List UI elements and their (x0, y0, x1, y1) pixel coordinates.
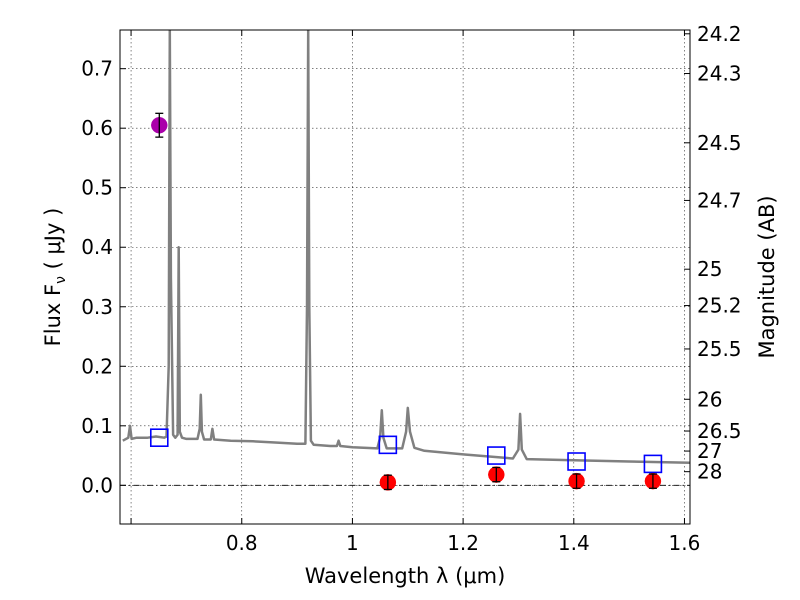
x-tick-label: 1 (346, 531, 359, 555)
x-tick-label: 1.4 (558, 531, 590, 555)
model-photometry-square (643, 454, 663, 474)
y-tick-label: 0.2 (81, 354, 113, 378)
y-tick-label: 0.3 (81, 295, 113, 319)
magnitude-tick-label: 27 (697, 439, 722, 463)
magnitude-tick-label: 26 (697, 387, 722, 411)
axis-tick-labels: 0.8 1 1.2 1.4 1.6 0.0 0.1 0.2 0.3 0.4 0.5 0.6 0.7 24.… (81, 22, 741, 555)
y-tick-label: 0.1 (81, 414, 113, 438)
y-axis-label-units: ( μJy ) (41, 208, 65, 276)
magnitude-tick-label: 25.5 (697, 337, 742, 361)
y-tick-label: 0.0 (81, 473, 113, 497)
model-photometry-square (487, 446, 506, 465)
y-axis-label-main: Flux F (41, 284, 65, 346)
y-tick-label: 0.4 (81, 235, 113, 259)
magnitude-tick-label: 24.2 (697, 22, 742, 46)
magnitude-tick-label: 25 (697, 257, 722, 281)
y-tick-label: 0.5 (81, 176, 113, 200)
plot-area (120, 30, 690, 524)
y-tick-label: 0.7 (81, 57, 113, 81)
model-photometry-square (149, 428, 169, 447)
y2-axis-label: Magnitude (AB) (755, 195, 779, 358)
magnitude-tick-label: 24.5 (697, 131, 742, 155)
magnitude-tick-label: 24.3 (697, 62, 742, 86)
model-photometry-square (378, 435, 398, 455)
magnitude-tick-label: 28 (697, 460, 722, 484)
y-axis-label: Flux Fν ( μJy ) (41, 208, 69, 347)
y-tick-label: 0.6 (81, 116, 113, 140)
data-series (122, 30, 690, 491)
axis-ticks (120, 30, 690, 524)
spectrum-line (122, 30, 690, 464)
x-tick-label: 1.6 (669, 531, 701, 555)
magnitude-tick-label: 25.2 (697, 294, 742, 318)
plot-frame (119, 29, 691, 525)
y-axis-label-subscript: ν (53, 276, 69, 284)
model-photometry-square (567, 452, 586, 471)
magnitude-tick-label: 26.5 (697, 419, 742, 443)
magnitude-tick-label: 24.7 (697, 188, 742, 212)
x-tick-label: 1.2 (447, 531, 479, 555)
x-axis-label: Wavelength λ (μm) (305, 564, 506, 588)
x-tick-label: 0.8 (226, 531, 258, 555)
